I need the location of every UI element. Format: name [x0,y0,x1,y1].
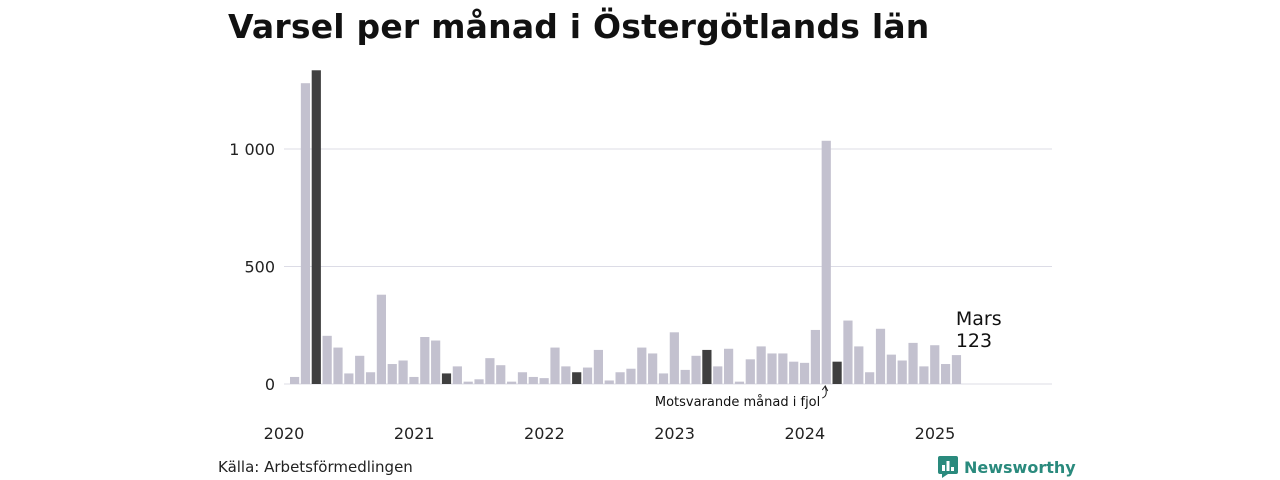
bar [485,358,495,384]
x-axis-ticks: 2020 2021 2022 2023 2024 2025 [264,424,956,443]
bar [626,368,636,384]
bar [789,361,799,384]
bar [604,380,614,384]
bar [593,349,603,384]
bar [452,366,462,384]
newsworthy-icon [938,456,958,478]
annotation-arrow [822,386,827,399]
brand-name: Newsworthy [964,457,1076,477]
bar [854,346,864,384]
bar [376,294,386,384]
bar [669,332,679,384]
bar [691,355,701,384]
bar [724,348,734,384]
bar [897,360,907,384]
bar [680,369,690,384]
bars [290,70,962,385]
x-tick-label: 2025 [915,424,956,443]
chart-title: Varsel per månad i Östergötlands län [228,7,930,46]
bar [767,353,777,384]
bar [550,347,560,384]
bar [941,364,951,384]
bar [875,328,886,384]
bar [908,342,918,384]
callout-value: 123 [956,330,992,352]
bar [615,372,625,384]
bar [420,337,430,384]
bar [865,372,875,384]
bar [756,346,766,384]
bar [886,354,896,384]
x-tick-label: 2023 [654,424,695,443]
bar [507,381,517,384]
x-tick-label: 2021 [394,424,435,443]
bar [322,335,332,384]
bar [539,378,549,384]
bar [821,140,831,384]
annotation-arrowhead [821,385,829,392]
bar [734,381,745,384]
y-tick-label: 0 [265,375,275,394]
bar [290,376,300,384]
bar [463,381,473,384]
bar [300,83,311,384]
bar [431,340,441,384]
bar [745,359,755,384]
bar [387,364,397,384]
bar [344,373,354,384]
bar [528,376,538,384]
newsworthy-logo[interactable]: Newsworthy [938,456,1076,478]
bar [365,372,376,384]
bar [702,349,712,384]
source-note: Källa: Arbetsförmedlingen [218,458,413,476]
bar [637,347,647,384]
bar [843,320,853,384]
y-axis-ticks: 0 500 1 000 [229,140,275,394]
bar [832,361,842,384]
bar [930,345,940,384]
bar [409,376,419,384]
bar [648,353,658,384]
bar [561,366,571,384]
bar [398,360,408,384]
bar [951,355,962,384]
x-tick-label: 2020 [264,424,305,443]
bar [810,329,820,384]
bar [582,367,593,384]
bar [919,366,929,384]
x-tick-label: 2022 [524,424,565,443]
bar [517,372,528,384]
y-tick-label: 500 [244,258,275,277]
bar [572,372,582,384]
bar [311,70,321,385]
bar [333,347,343,384]
x-tick-label: 2024 [784,424,825,443]
y-tick-label: 1 000 [229,140,275,159]
bar [799,362,810,384]
bar [778,353,788,384]
bar [658,373,669,384]
annotation-label: Motsvarande månad i fjol [655,395,820,410]
callout-month: Mars [956,308,1002,330]
bar [355,355,365,384]
bar [496,365,506,384]
bar [713,366,723,384]
bar [474,379,484,384]
bar [441,373,452,384]
